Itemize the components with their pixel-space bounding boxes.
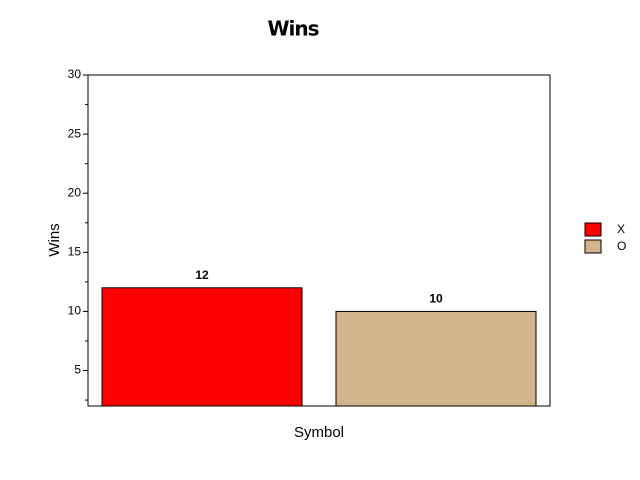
legend-swatch [584, 222, 602, 237]
y-tick-label: 25 [68, 126, 82, 140]
value-label: 12 [195, 268, 209, 282]
legend-label: O [617, 239, 626, 253]
value-label: 10 [429, 292, 443, 306]
y-axis-label: Wins [46, 223, 63, 256]
legend-label: X [617, 222, 625, 236]
y-tick-label: 5 [74, 363, 81, 377]
y-tick-label: 20 [68, 185, 82, 199]
bar [335, 310, 537, 407]
x-axis-label: Symbol [294, 424, 344, 441]
chart-title: Wins [267, 17, 318, 41]
y-tick-label: 30 [68, 67, 82, 81]
legend-swatch [584, 239, 602, 254]
y-tick-label: 10 [68, 304, 82, 318]
bar [101, 287, 303, 407]
y-tick-label: 15 [68, 244, 82, 258]
